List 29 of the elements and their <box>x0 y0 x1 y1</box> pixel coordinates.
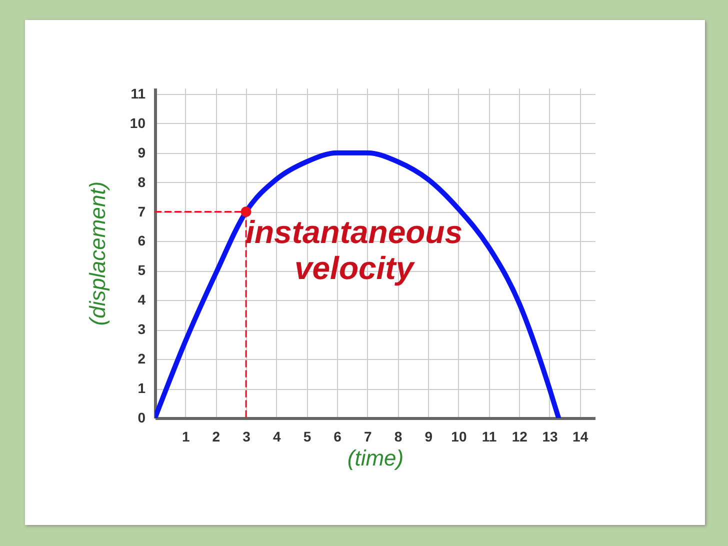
x-tick-label: 10 <box>451 428 467 444</box>
y-tick-label: 2 <box>138 350 146 367</box>
y-tick-label: 7 <box>138 203 146 220</box>
y-tick-label: 5 <box>138 262 146 278</box>
y-tick-label: 3 <box>138 321 146 338</box>
y-axis-title: (displacement) <box>84 181 110 326</box>
x-tick-label: 8 <box>394 428 402 444</box>
y-tick-label: 4 <box>138 292 146 308</box>
y-tick-label: 1 <box>138 380 146 396</box>
y-tick-label: 10 <box>130 114 146 131</box>
x-axis-title: (time) <box>347 446 404 470</box>
x-tick-label: 1 <box>182 428 190 444</box>
x-tick-label: 7 <box>364 428 372 444</box>
annotation: instantaneous velocity <box>246 214 462 286</box>
x-tick-label: 13 <box>542 428 558 444</box>
y-tick-label: 0 <box>138 410 146 426</box>
y-tick-label: 6 <box>138 232 146 249</box>
x-tick-label: 9 <box>424 428 433 444</box>
x-tick-label: 2 <box>212 428 220 444</box>
y-tick-label: 8 <box>138 174 146 190</box>
x-tick-label: 4 <box>272 428 281 444</box>
x-tick-label: 5 <box>303 428 312 444</box>
x-tick-label: 12 <box>512 428 528 444</box>
x-tick-label: 14 <box>572 428 588 444</box>
y-tick-label: 11 <box>130 85 146 102</box>
y-tick-label: 9 <box>138 144 146 160</box>
x-tick-label: 6 <box>334 428 342 444</box>
x-tick-label: 11 <box>482 428 497 444</box>
x-tick-label: 3 <box>242 428 251 444</box>
